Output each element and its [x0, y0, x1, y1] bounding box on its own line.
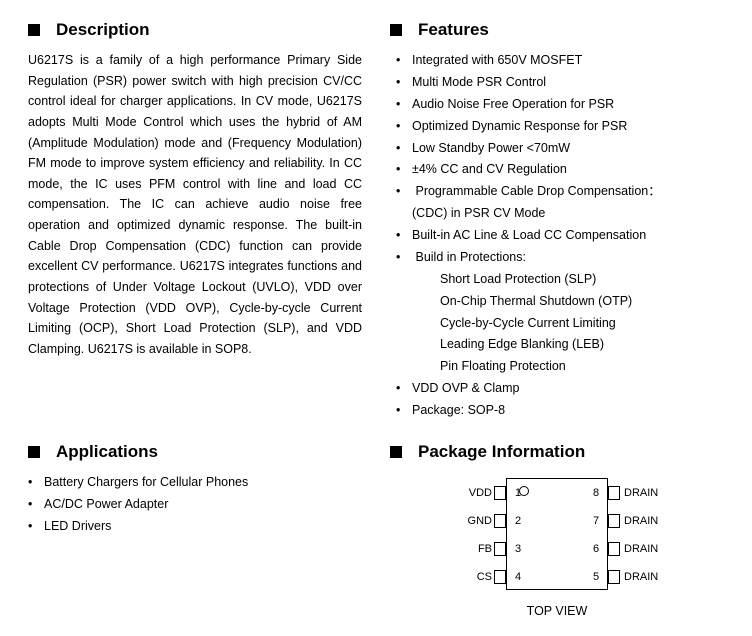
pin-box: [494, 514, 506, 528]
feature-item: Low Standby Power <70mW: [390, 138, 724, 160]
features-list: Integrated with 650V MOSFET Multi Mode P…: [390, 50, 724, 422]
package-title: Package Information: [418, 442, 585, 462]
description-heading: Description: [28, 20, 362, 40]
package-diagram: 1 VDD 2 GND 3 FB 4 CS 8 DRAIN 7 DRAIN: [390, 478, 724, 618]
application-item: Battery Chargers for Cellular Phones: [28, 472, 362, 494]
pin-label: DRAIN: [624, 487, 674, 499]
protection-item: Short Load Protection (SLP): [440, 269, 724, 291]
bottom-row: Applications Battery Chargers for Cellul…: [28, 440, 724, 618]
square-bullet-icon: [28, 446, 40, 458]
applications-heading: Applications: [28, 442, 362, 462]
pin-label: VDD: [452, 487, 492, 499]
pin-number: 6: [590, 543, 602, 555]
application-item: LED Drivers: [28, 516, 362, 538]
features-col: Features Integrated with 650V MOSFET Mul…: [390, 18, 724, 422]
feature-item: VDD OVP & Clamp: [390, 378, 724, 400]
description-body: U6217S is a family of a high performance…: [28, 50, 362, 359]
feature-item: Package: SOP-8: [390, 400, 724, 422]
pin-number: 3: [512, 543, 524, 555]
pin-number: 8: [590, 487, 602, 499]
description-title: Description: [56, 20, 150, 40]
feature-item: Optimized Dynamic Response for PSR: [390, 116, 724, 138]
pin-box: [608, 486, 620, 500]
protection-item: On-Chip Thermal Shutdown (OTP): [440, 291, 724, 313]
protection-item: Cycle-by-Cycle Current Limiting: [440, 313, 724, 335]
features-title: Features: [418, 20, 489, 40]
pin-number: 5: [590, 571, 602, 583]
description-col: Description U6217S is a family of a high…: [28, 18, 362, 422]
applications-title: Applications: [56, 442, 158, 462]
pin-label: FB: [452, 543, 492, 555]
feature-item: Programmable Cable Drop Compensation： (C…: [390, 181, 724, 225]
pin-number: 7: [590, 515, 602, 527]
pin-box: [494, 542, 506, 556]
pin-number: 4: [512, 571, 524, 583]
feature-item: Built-in AC Line & Load CC Compensation: [390, 225, 724, 247]
pin-box: [608, 542, 620, 556]
pin-label: DRAIN: [624, 515, 674, 527]
application-item: AC/DC Power Adapter: [28, 494, 362, 516]
applications-col: Applications Battery Chargers for Cellul…: [28, 440, 362, 618]
feature-item: Build in Protections: Short Load Protect…: [390, 247, 724, 378]
applications-list: Battery Chargers for Cellular Phones AC/…: [28, 472, 362, 538]
feature-item: ±4% CC and CV Regulation: [390, 159, 724, 181]
pin-number: 1: [512, 487, 524, 499]
package-col: Package Information 1 VDD 2 GND 3 FB 4 C…: [390, 440, 724, 618]
square-bullet-icon: [390, 24, 402, 36]
feature-item: Multi Mode PSR Control: [390, 72, 724, 94]
pin-number: 2: [512, 515, 524, 527]
feature-sub: (CDC) in PSR CV Mode: [412, 203, 724, 225]
pin-box: [608, 514, 620, 528]
feature-text: Programmable Cable Drop Compensation：: [415, 184, 660, 198]
top-view-label: TOP VIEW: [527, 604, 588, 618]
square-bullet-icon: [28, 24, 40, 36]
protection-item: Pin Floating Protection: [440, 356, 724, 378]
pin-label: DRAIN: [624, 543, 674, 555]
package-heading: Package Information: [390, 442, 724, 462]
pin-box: [494, 486, 506, 500]
pin-label: GND: [452, 515, 492, 527]
top-row: Description U6217S is a family of a high…: [28, 18, 724, 422]
pin-box: [608, 570, 620, 584]
pin-label: DRAIN: [624, 571, 674, 583]
feature-text: Build in Protections:: [415, 250, 525, 264]
pin-label: CS: [452, 571, 492, 583]
pin-box: [494, 570, 506, 584]
feature-item: Integrated with 650V MOSFET: [390, 50, 724, 72]
features-heading: Features: [390, 20, 724, 40]
feature-item: Audio Noise Free Operation for PSR: [390, 94, 724, 116]
protection-item: Leading Edge Blanking (LEB): [440, 334, 724, 356]
square-bullet-icon: [390, 446, 402, 458]
chip-outline: 1 VDD 2 GND 3 FB 4 CS 8 DRAIN 7 DRAIN: [452, 478, 662, 598]
